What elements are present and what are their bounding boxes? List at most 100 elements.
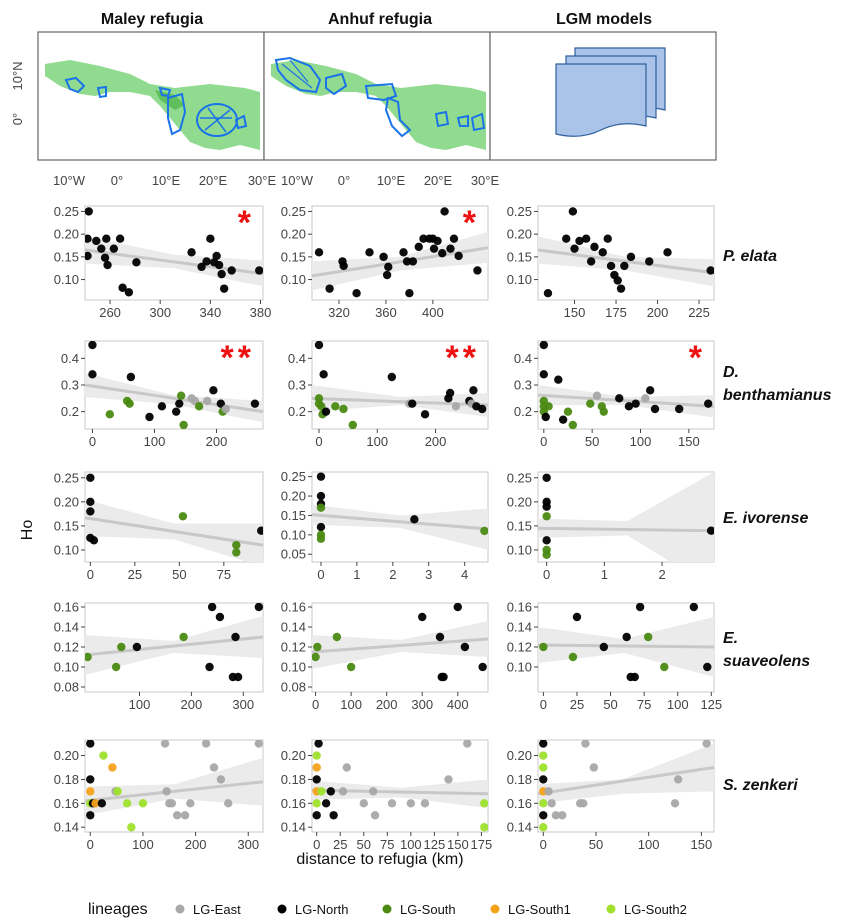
x-tick-label: 0 [87,567,94,582]
x-tick-label: 150 [678,434,700,449]
x-tick-label: 25 [333,837,347,852]
y-tick-label: 0.12 [281,640,306,655]
x-tick-label: 360 [375,305,397,320]
data-point-lg-south [179,632,188,642]
x-tick-label: 125 [424,837,446,852]
y-tick-label: 0.15 [281,249,306,264]
data-point-lg-north [445,388,455,398]
data-point-lg-east [463,740,472,748]
data-point-lg-north [635,603,645,612]
map-x-tick-label: 10°E [152,173,181,188]
y-tick-label: 0.2 [288,404,306,419]
scatter-panel: 0.14 0.16 0.18 0.20 0 50 100 150 [507,739,715,852]
x-tick-label: 4 [461,567,468,582]
data-point-lg-north [97,799,107,808]
refugia-outline [456,114,469,127]
species-labels: P. elata D. benthamianus E. ivorense E. … [723,248,832,794]
y-tick-label: 0.25 [54,470,79,485]
data-point-lg-north [387,372,397,382]
data-point-lg-east [180,811,190,820]
x-tick-label: 0 [540,697,547,712]
data-point-lg-north [88,341,97,350]
data-point-lg-north [446,244,455,253]
y-tick-label: 0.10 [507,660,532,675]
x-tick-label: 100 [400,837,422,852]
y-tick-label: 0.20 [507,748,532,763]
data-point-lg-south2 [122,799,132,808]
y-tick-label: 0.20 [281,227,306,242]
regression-line [538,643,714,649]
y-tick-label: 0.16 [507,796,532,811]
data-point-lg-south [85,652,92,662]
refugia-outline [96,85,107,99]
map-x-tick-label: 20°E [199,173,228,188]
significance-marker: * [463,204,480,242]
x-tick-label: 0 [540,434,547,449]
refugia-outline [234,114,248,130]
data-point-lg-north [542,502,551,511]
map-x-tick-label: 10°E [377,173,406,188]
data-point-lg-east [544,787,553,796]
data-point-lg-north [314,248,324,257]
data-point-lg-south [544,402,553,411]
x-tick-label: 320 [328,305,350,320]
x-tick-label: 0 [540,837,547,852]
data-point-lg-north [319,370,328,379]
y-tick-label: 0.18 [54,772,79,787]
data-point-lg-north [86,740,95,748]
data-point-lg-north [419,234,428,243]
legend-item: LG-South2 [606,902,687,917]
y-tick-label: 0.25 [54,204,79,219]
data-point-lg-south2 [480,823,488,832]
data-point-lg-north [85,251,92,261]
data-point-lg-north [539,370,549,379]
column-title-lgm: LGM models [556,11,652,28]
data-point-lg-north [539,775,548,784]
x-tick-label: 300 [411,697,433,712]
y-tick-label: 0.15 [54,249,79,264]
scatter-panel: 0.14 0.16 0.18 0.20 0 25 50 75 100 125 150 175 [281,739,492,852]
legend-swatch [490,904,500,914]
data-point-lg-north [115,234,125,243]
data-point-lg-north [321,407,331,416]
data-point-lg-north [132,258,141,267]
data-point-lg-north [326,787,336,796]
data-point-lg-north [97,244,106,253]
data-point-lg-south [643,632,653,642]
data-point-lg-north [325,284,334,293]
y-tick-label: 0.20 [281,489,306,504]
data-point-lg-south [480,526,488,536]
data-point-lg-north [469,386,478,395]
x-tick-label: 100 [340,697,362,712]
x-tick-label: 75 [637,697,651,712]
x-tick-label: 300 [232,697,254,712]
data-point-lg-north [542,536,551,545]
data-point-lg-south2 [539,751,548,760]
data-point-lg-east [451,402,461,411]
data-point-lg-south [332,632,342,642]
x-tick-label: 50 [357,837,371,852]
map-x-tick-label: 20°E [424,173,453,188]
species-label-e-suaveolens: E. [723,630,738,647]
data-point-lg-north [435,632,445,642]
data-point-lg-north [86,473,95,482]
data-point-lg-south [660,662,669,672]
data-point-lg-north [439,672,448,682]
x-tick-label: 75 [217,567,231,582]
data-point-lg-north [257,526,263,535]
data-point-lg-north [703,399,713,408]
y-tick-label: 0.10 [54,272,79,287]
data-point-lg-north [314,740,323,748]
x-tick-label: 200 [181,697,203,712]
x-tick-label: 100 [129,697,151,712]
regression-line [312,637,488,654]
data-point-lg-north [473,266,482,275]
data-point-lg-east [359,799,368,808]
data-point-lg-north [215,612,225,622]
forest-cover [45,60,260,150]
y-tick-label: 0.16 [507,600,532,615]
forest-cover [271,60,486,150]
data-point-lg-east [254,740,263,748]
data-point-lg-north [663,248,672,257]
data-point-lg-north [449,234,459,243]
